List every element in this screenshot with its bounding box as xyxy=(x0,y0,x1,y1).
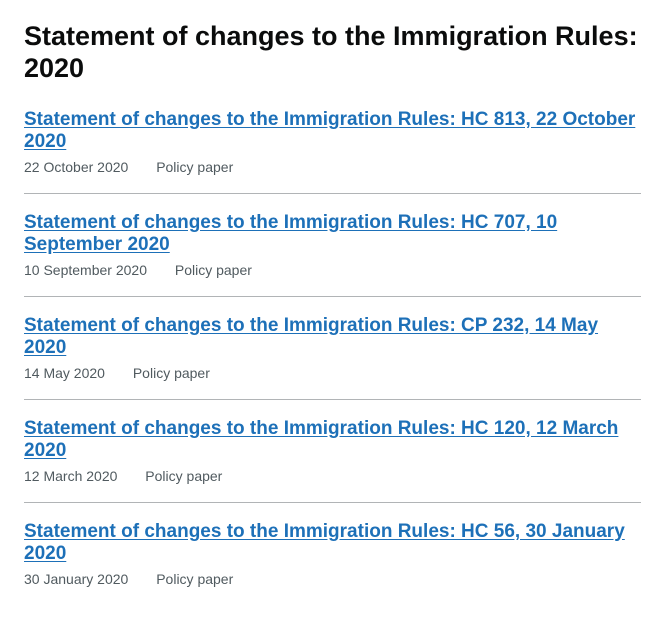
document-type: Policy paper xyxy=(156,159,233,175)
document-type: Policy paper xyxy=(133,365,210,381)
document-date: 22 October 2020 xyxy=(24,159,128,175)
document-title: Statement of changes to the Immigration … xyxy=(24,315,641,359)
list-item: Statement of changes to the Immigration … xyxy=(24,109,641,194)
document-date: 12 March 2020 xyxy=(24,468,117,484)
list-item: Statement of changes to the Immigration … xyxy=(24,212,641,297)
document-link[interactable]: Statement of changes to the Immigration … xyxy=(24,109,635,152)
document-meta: 30 January 2020 Policy paper xyxy=(24,571,641,587)
list-item: Statement of changes to the Immigration … xyxy=(24,418,641,503)
document-link[interactable]: Statement of changes to the Immigration … xyxy=(24,521,625,564)
document-date: 30 January 2020 xyxy=(24,571,128,587)
document-date: 10 September 2020 xyxy=(24,262,147,278)
list-item: Statement of changes to the Immigration … xyxy=(24,315,641,400)
page-title: Statement of changes to the Immigration … xyxy=(24,20,641,85)
document-type: Policy paper xyxy=(145,468,222,484)
document-meta: 12 March 2020 Policy paper xyxy=(24,468,641,484)
document-title: Statement of changes to the Immigration … xyxy=(24,212,641,256)
document-title: Statement of changes to the Immigration … xyxy=(24,418,641,462)
document-title: Statement of changes to the Immigration … xyxy=(24,109,641,153)
document-link[interactable]: Statement of changes to the Immigration … xyxy=(24,315,598,358)
list-item: Statement of changes to the Immigration … xyxy=(24,521,641,605)
document-title: Statement of changes to the Immigration … xyxy=(24,521,641,565)
document-link[interactable]: Statement of changes to the Immigration … xyxy=(24,212,557,255)
document-meta: 22 October 2020 Policy paper xyxy=(24,159,641,175)
document-link[interactable]: Statement of changes to the Immigration … xyxy=(24,418,618,461)
document-type: Policy paper xyxy=(175,262,252,278)
document-meta: 14 May 2020 Policy paper xyxy=(24,365,641,381)
document-type: Policy paper xyxy=(156,571,233,587)
document-meta: 10 September 2020 Policy paper xyxy=(24,262,641,278)
document-date: 14 May 2020 xyxy=(24,365,105,381)
